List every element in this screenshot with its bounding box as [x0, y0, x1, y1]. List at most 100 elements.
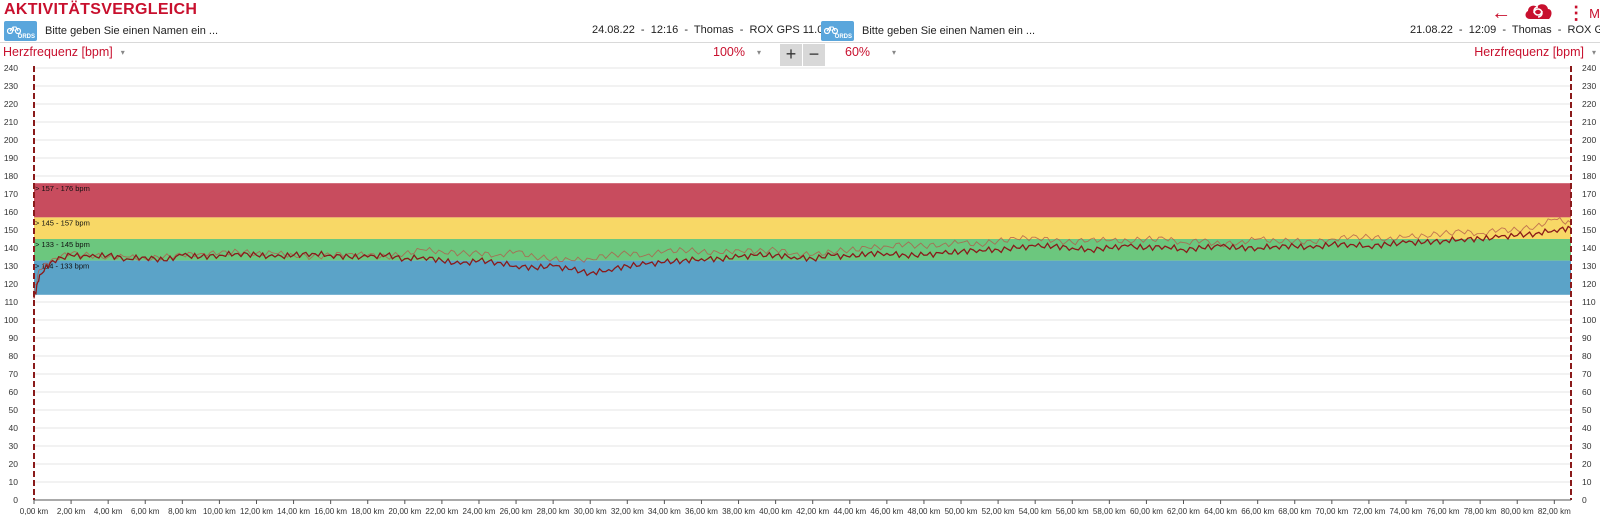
x-tick-label: 8,00 km: [168, 507, 197, 516]
x-tick-label: 26,00 km: [500, 507, 533, 516]
x-tick-label: 78,00 km: [1464, 507, 1497, 516]
more-vertical-icon[interactable]: ⋮: [1567, 3, 1586, 23]
activity-left-name[interactable]: Bitte geben Sie einen Namen ein ...: [45, 25, 219, 37]
bike-icon: [824, 26, 838, 34]
chevron-down-icon: ▾: [756, 47, 761, 57]
y-tick-label-right: 230: [1582, 81, 1596, 91]
x-tick-label: 40,00 km: [759, 507, 792, 516]
zoom-in-button[interactable]: +: [780, 44, 802, 66]
cloud-sync-icon[interactable]: [1523, 1, 1553, 26]
right-metric-select[interactable]: Herzfrequenz [bpm] ▾: [1474, 45, 1596, 59]
y-tick-label-right: 170: [1582, 189, 1596, 199]
activity-right-name[interactable]: Bitte geben Sie einen Namen ein ...: [862, 25, 1036, 37]
y-tick-label-left: 140: [4, 243, 18, 253]
x-tick-label: 76,00 km: [1427, 507, 1460, 516]
zoom-select[interactable]: 100% ▾: [713, 45, 761, 59]
x-tick-label: 82,00 km: [1538, 507, 1571, 516]
opacity-select[interactable]: 60% ▾: [845, 45, 896, 59]
opacity-value: 60%: [845, 45, 871, 59]
activity-left-bar: ORDS Bitte geben Sie einen Namen ein ...: [4, 20, 218, 42]
logo-text: ORDS: [834, 34, 852, 40]
hr-zone-band: [34, 183, 1571, 218]
y-tick-label-right: 40: [1582, 423, 1592, 433]
y-tick-label-left: 100: [4, 315, 18, 325]
y-tick-label-left: 210: [4, 117, 18, 127]
y-tick-label-right: 110: [1582, 297, 1596, 307]
x-tick-label: 42,00 km: [796, 507, 829, 516]
right-metric-label: Herzfrequenz [bpm]: [1474, 45, 1584, 59]
y-tick-label-left: 130: [4, 261, 18, 271]
hr-series-line: [33, 216, 1572, 292]
y-tick-label-left: 70: [9, 369, 19, 379]
chevron-down-icon: ▾: [1591, 47, 1596, 57]
y-tick-label-left: 160: [4, 207, 18, 217]
x-tick-label: 80,00 km: [1501, 507, 1534, 516]
hr-zone-label: > 114 - 133 bpm: [35, 262, 89, 271]
y-tick-label-right: 70: [1582, 369, 1592, 379]
x-tick-label: 18,00 km: [351, 507, 384, 516]
y-tick-label-left: 230: [4, 81, 18, 91]
x-tick-label: 48,00 km: [907, 507, 940, 516]
y-tick-label-right: 60: [1582, 387, 1592, 397]
chevron-down-icon: ▾: [892, 47, 897, 57]
y-tick-label-right: 10: [1582, 477, 1592, 487]
y-tick-label-left: 150: [4, 225, 18, 235]
x-tick-label: 38,00 km: [722, 507, 755, 516]
y-tick-label-left: 190: [4, 153, 18, 163]
y-tick-label-left: 60: [9, 387, 19, 397]
y-tick-label-left: 110: [4, 297, 18, 307]
y-tick-label-right: 240: [1582, 63, 1596, 73]
hr-zone-label: > 157 - 176 bpm: [35, 184, 90, 193]
y-tick-label-right: 220: [1582, 99, 1596, 109]
y-tick-label-right: 160: [1582, 207, 1596, 217]
x-tick-label: 10,00 km: [203, 507, 236, 516]
x-tick-label: 60,00 km: [1130, 507, 1163, 516]
back-arrow-icon[interactable]: ←: [1491, 2, 1512, 24]
x-tick-label: 50,00 km: [945, 507, 978, 516]
hr-zone-band: [34, 260, 1571, 295]
more-label[interactable]: M: [1589, 5, 1600, 21]
x-tick-label: 66,00 km: [1241, 507, 1274, 516]
x-tick-label: 14,00 km: [277, 507, 310, 516]
x-tick-label: 30,00 km: [574, 507, 607, 516]
y-tick-label-right: 130: [1582, 261, 1596, 271]
x-tick-label: 36,00 km: [685, 507, 718, 516]
zoom-out-button[interactable]: −: [803, 44, 825, 66]
x-tick-label: 22,00 km: [425, 507, 458, 516]
x-tick-label: 32,00 km: [611, 507, 644, 516]
y-tick-label-right: 0: [1582, 495, 1587, 505]
y-tick-label-left: 220: [4, 99, 18, 109]
left-metric-select[interactable]: Herzfrequenz [bpm] ▾: [3, 45, 125, 59]
y-tick-label-right: 150: [1582, 225, 1596, 235]
y-tick-label-right: 200: [1582, 135, 1596, 145]
y-tick-label-left: 20: [9, 459, 19, 469]
top-actions: ← ⋮ M: [1491, 2, 1600, 24]
x-tick-label: 72,00 km: [1352, 507, 1385, 516]
y-tick-label-left: 120: [4, 279, 18, 289]
activity-right-logo: ORDS: [821, 21, 854, 41]
page-title: AKTIVITÄTSVERGLEICH: [4, 1, 198, 18]
y-tick-label-right: 90: [1582, 333, 1592, 343]
x-tick-label: 46,00 km: [870, 507, 903, 516]
x-tick-label: 62,00 km: [1167, 507, 1200, 516]
y-tick-label-right: 210: [1582, 117, 1596, 127]
x-tick-label: 64,00 km: [1204, 507, 1237, 516]
activity-left-logo: ORDS: [4, 21, 37, 41]
x-tick-label: 34,00 km: [648, 507, 681, 516]
hr-zone-label: > 133 - 145 bpm: [35, 240, 90, 249]
hr-zone-label: > 145 - 157 bpm: [35, 218, 90, 227]
left-metric-label: Herzfrequenz [bpm]: [3, 45, 113, 59]
x-tick-label: 16,00 km: [314, 507, 347, 516]
y-tick-label-right: 80: [1582, 351, 1592, 361]
y-tick-label-right: 140: [1582, 243, 1596, 253]
x-tick-label: 58,00 km: [1093, 507, 1126, 516]
y-tick-label-right: 120: [1582, 279, 1596, 289]
activity-right-bar: ORDS Bitte geben Sie einen Namen ein ...: [821, 20, 1035, 42]
x-tick-label: 6,00 km: [131, 507, 160, 516]
y-tick-label-right: 20: [1582, 459, 1592, 469]
hr-zone-band: [34, 217, 1571, 239]
x-tick-label: 54,00 km: [1019, 507, 1052, 516]
y-tick-label-left: 200: [4, 135, 18, 145]
bike-icon: [7, 26, 21, 34]
